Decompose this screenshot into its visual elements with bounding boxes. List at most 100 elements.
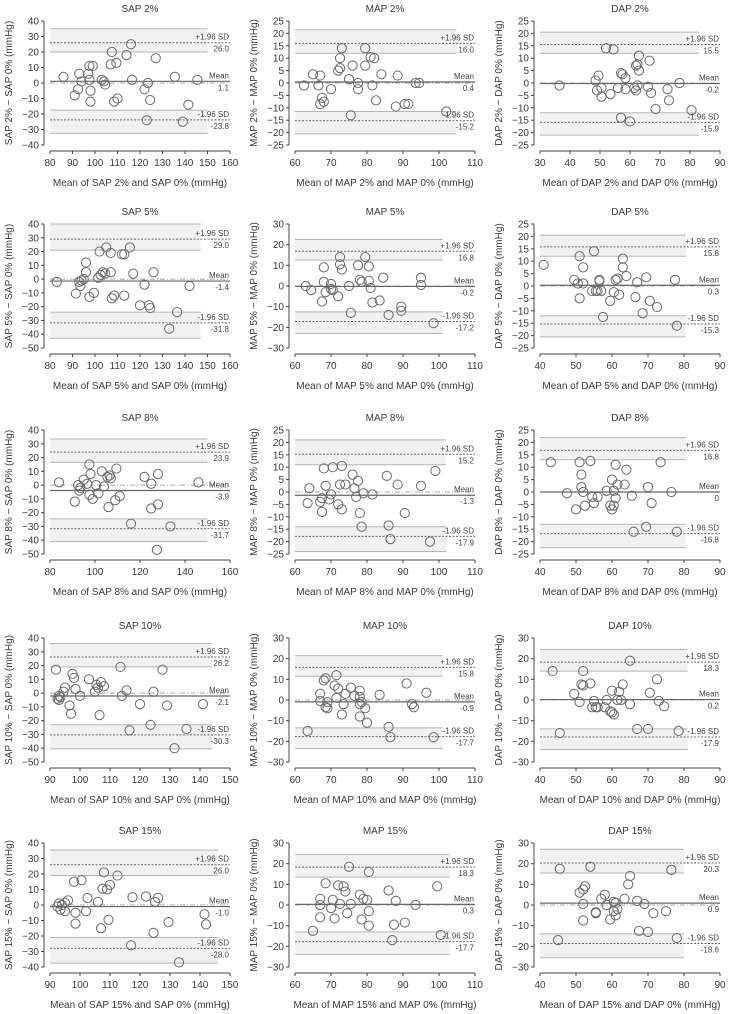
data-point [538,259,549,271]
data-point [615,694,627,706]
data-point [106,293,117,304]
panel-title: MAP 15% [363,826,407,837]
y-tick-label: −40 [22,330,39,341]
data-point [163,916,174,928]
data-point [360,60,371,71]
y-tick-label: −15 [512,525,529,536]
panel-title: SAP 8% [121,413,158,424]
data-point [608,485,619,496]
data-point [588,695,600,707]
x-tick-label: 140 [177,158,194,169]
data-point [612,904,623,915]
y-tick-label: 15 [518,41,530,52]
x-tick-label: 80 [678,361,690,372]
y-tick-label: −25 [267,550,284,561]
x-axis-label: Mean of MAP 8% and MAP 0% (mmHg) [296,587,473,598]
x-tick-label: 90 [67,158,79,169]
y-tick-label: 0 [278,282,284,293]
data-point [88,287,99,298]
data-point [320,287,331,298]
data-point [578,262,589,273]
data-point [606,707,618,718]
data-point [378,272,389,283]
bland-altman-panel: −25 −20 −15 −10 −5 0 5 10 15 20 25 60 70 80 90 100 110 MA… [245,409,492,609]
data-point [340,479,351,490]
data-point [340,688,351,699]
x-tick-label: 70 [654,158,666,169]
upper-limit-caption: +1.96 SD [440,857,474,866]
mean-value: 0.4 [463,84,475,93]
x-tick-label: 70 [325,775,337,786]
data-point [421,687,432,698]
mean-caption: Mean [209,480,229,489]
y-tick-label: 40 [28,220,40,231]
y-tick-label: 10 [518,54,530,65]
lower-limit-value: -17.9 [456,538,475,547]
data-point [363,906,374,917]
data-point [383,885,394,896]
data-point [169,743,180,754]
data-point [608,287,619,298]
data-point [106,46,117,58]
data-point [385,534,396,545]
upper-limit-value: 18.3 [703,664,719,673]
data-point [111,463,122,474]
x-tick-label: 140 [192,980,209,991]
data-point [365,282,376,294]
bland-altman-panel: −30 −20 −10 0 10 20 30 60 70 80 90 100 110 MAP 15% Mea… [245,822,492,1014]
data-point [585,455,596,467]
y-tick-label: −30 [22,316,39,327]
data-point [315,899,326,911]
data-point [96,466,107,477]
y-tick-label: 20 [28,453,40,464]
bland-altman-panel: −25 −20 −15 −10 −5 0 5 10 15 20 25 60 70 80 90 100 110 MA… [245,0,492,200]
data-point [579,881,591,892]
y-axis-label: MAP 5% − MAP 0% (mmHg) [249,222,260,350]
y-tick-label: 10 [518,463,530,474]
y-tick-label: 5 [523,475,529,486]
x-tick-label: 70 [642,775,654,786]
panel-title: DAP 8% [611,413,649,424]
upper-limit-caption: +1.96 SD [685,652,719,661]
x-axis-label: Mean of MAP 2% and MAP 0% (mmHg) [296,178,473,189]
data-point [653,695,664,707]
data-point [334,259,346,270]
mean-caption: Mean [454,72,474,81]
y-tick-label: 30 [28,439,40,450]
data-point [352,77,364,89]
x-tick-label: 160 [222,361,239,372]
data-point [356,521,367,532]
data-point [315,912,326,923]
data-point [610,910,621,921]
lower-limit-caption: -1.96 SD [442,111,474,120]
x-tick-label: 60 [624,158,636,169]
data-point [183,99,194,110]
lower-agreement-band [295,111,457,134]
data-point [569,688,580,699]
data-point [125,39,137,50]
x-tick-label: 70 [642,980,654,991]
data-point [127,892,138,903]
upper-agreement-band [50,438,208,463]
upper-agreement-band [540,849,684,873]
y-tick-label: −30 [267,344,284,355]
y-tick-label: 10 [273,54,285,65]
data-point [69,90,80,101]
upper-limit-value: 16.8 [458,253,474,262]
y-axis-label: MAP 2% − MAP 0% (mmHg) [249,19,260,147]
panel-svg: −40 −30 −20 −10 0 10 20 30 40 90 100 110 120 130 140 15… [4,826,239,1011]
data-point [325,278,337,290]
data-point [336,264,347,275]
data-point [358,488,369,499]
x-tick-label: 80 [361,361,373,372]
data-point [360,43,371,54]
y-tick-label: 20 [28,870,40,881]
data-point [97,267,108,278]
data-point [596,285,607,297]
x-tick-label: 140 [177,567,194,578]
x-tick-label: 50 [570,775,582,786]
x-tick-label: 100 [72,980,89,991]
x-axis-label: Mean of SAP 2% and SAP 0% (mmHg) [53,178,227,189]
x-axis-label: Mean of SAP 8% and SAP 0% (mmHg) [53,587,227,598]
